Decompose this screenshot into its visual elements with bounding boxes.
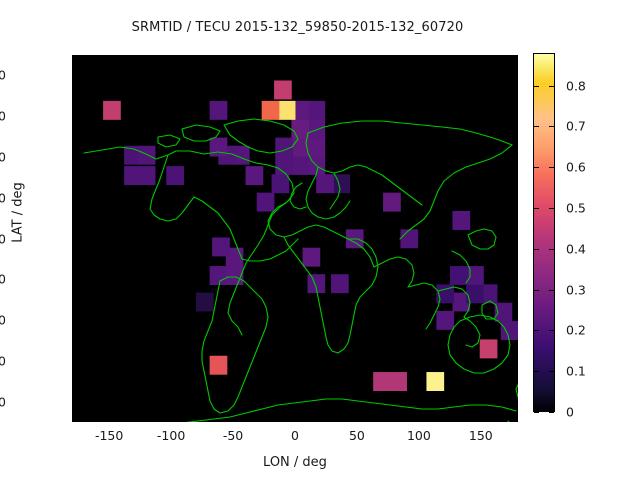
colorbar-tick-label: 0.2	[566, 322, 586, 338]
heatmap-cell	[196, 292, 214, 312]
heatmap-cell	[307, 137, 326, 157]
colorbar-tick-label: 0.7	[566, 118, 586, 134]
heatmap-cell	[275, 155, 293, 175]
heatmap-cell	[307, 119, 326, 139]
x-tick-label: 100	[406, 428, 431, 443]
colorbar[interactable]	[533, 53, 555, 413]
colorbar-tick	[534, 371, 539, 373]
colorbar-tick	[549, 85, 554, 87]
heatmap-cell	[209, 100, 228, 120]
colorbar-tick	[549, 371, 554, 373]
coastline-layer	[83, 118, 518, 422]
heatmap-cell	[426, 372, 445, 391]
page-title: SRMTID / TECU 2015-132_59850-2015-132_60…	[131, 20, 464, 35]
heatmap-cell	[209, 266, 228, 285]
colorbar-tick	[534, 167, 539, 169]
heatmap-cell	[275, 137, 293, 157]
x-tick-label: 50	[348, 428, 365, 443]
colorbar-tick-label: 0	[566, 404, 574, 420]
x-tick-label: 0	[291, 428, 299, 443]
y-tick-label: -80	[0, 394, 6, 410]
y-tick-label: 0	[0, 231, 6, 246]
heatmap-cell	[383, 192, 401, 212]
x-tick-label: -100	[156, 428, 186, 443]
y-tick-label: 80	[0, 67, 6, 83]
heatmap-cell	[302, 247, 321, 267]
heatmap-cell	[261, 100, 280, 120]
heatmap-cell	[212, 237, 230, 257]
y-tick-label: 40	[0, 149, 6, 165]
colorbar-tick-label: 0.5	[566, 200, 586, 216]
heatmap-cell	[452, 292, 471, 312]
colorbar-tick	[549, 126, 554, 128]
colorbar-tick	[549, 208, 554, 210]
colorbar-tick	[534, 85, 539, 87]
heatmap-cell	[291, 155, 310, 175]
colorbar-tick-label: 0.6	[566, 159, 586, 175]
heatmap-cell	[494, 302, 513, 322]
heatmap-cell	[137, 166, 156, 186]
heatmap-cell	[307, 274, 326, 294]
colorbar-tick	[534, 248, 539, 250]
heatmap-cell	[245, 166, 264, 186]
heatmap-cell	[436, 310, 455, 330]
heatmap-cells	[103, 80, 518, 391]
y-axis-label: LAT / deg	[10, 182, 26, 243]
heatmap-cell	[103, 100, 121, 120]
colorbar-tick	[534, 289, 539, 291]
heatmap-cell	[400, 229, 419, 249]
heatmap-cell	[274, 80, 292, 100]
colorbar-tick	[549, 167, 554, 169]
heatmap-cell	[479, 284, 498, 304]
colorbar-tick	[534, 126, 539, 128]
heatmap-cell	[436, 284, 455, 304]
heatmap-cell	[271, 174, 290, 194]
colorbar-gradient	[533, 53, 555, 412]
y-tick-label: 20	[0, 190, 6, 206]
colorbar-tick-label: 0.1	[566, 363, 586, 379]
colorbar-tick	[534, 412, 539, 413]
colorbar-tick-label: 0.4	[566, 241, 586, 257]
heatmap-cell	[452, 210, 471, 230]
heatmap-cell	[277, 100, 296, 120]
colorbar-tick	[549, 330, 554, 332]
y-tick-label: -60	[0, 353, 6, 369]
colorbar-tick-label: 0.8	[566, 78, 586, 94]
y-tick-label: -40	[0, 312, 6, 328]
heatmap-cell	[466, 266, 484, 285]
colorbar-tick	[549, 289, 554, 291]
heatmap-cell	[373, 372, 391, 391]
y-tick-label: -20	[0, 271, 6, 287]
colorbar-tick	[549, 412, 554, 413]
heatmap-cell	[209, 137, 228, 157]
heatmap-cell	[479, 339, 498, 359]
heatmap-cell	[307, 100, 326, 120]
map-plot-area[interactable]	[72, 55, 518, 422]
x-tick-label: -150	[94, 428, 124, 443]
heatmap-cell	[331, 274, 349, 294]
y-tick-label: 60	[0, 108, 6, 124]
heatmap-cell	[124, 166, 142, 186]
heatmap-cell	[256, 192, 275, 212]
heatmap-cell	[332, 174, 350, 194]
colorbar-tick-label: 0.3	[566, 282, 586, 298]
colorbar-tick	[549, 248, 554, 250]
heatmap-cell	[500, 321, 518, 341]
heatmap-cell	[449, 266, 468, 285]
heatmap-cell	[389, 372, 407, 391]
heatmap-cell	[466, 284, 484, 304]
x-axis-label: LON / deg	[263, 455, 327, 470]
world-map-heatmap	[83, 80, 518, 422]
heatmap-cell	[291, 119, 310, 139]
colorbar-tick	[534, 330, 539, 332]
heatmap-cell	[209, 355, 228, 375]
x-tick-label: -50	[222, 428, 244, 443]
heatmap-cell	[291, 100, 310, 120]
x-tick-label: 150	[468, 428, 493, 443]
heatmap-cell	[166, 166, 184, 186]
heatmap-cell	[137, 145, 156, 165]
colorbar-tick	[534, 208, 539, 210]
heatmap-cell	[316, 174, 334, 194]
